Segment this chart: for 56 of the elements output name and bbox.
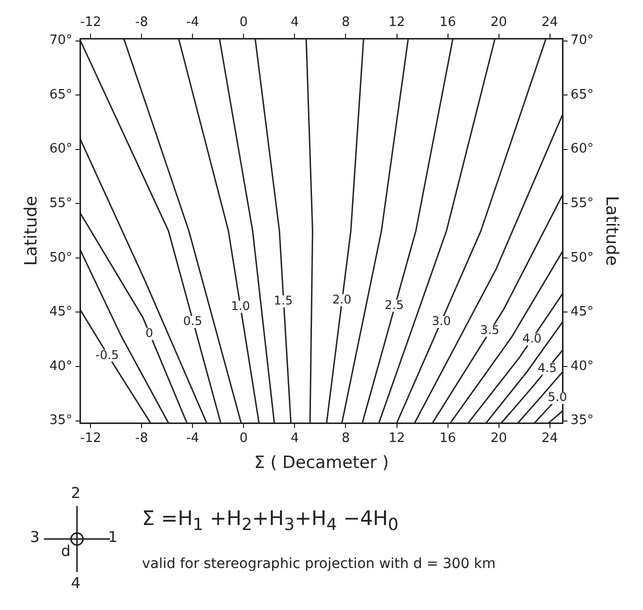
text: 3 — [284, 515, 295, 534]
cross-diagram: 2 3 1 4 d — [29, 484, 118, 594]
annotation: 0.5 — [183, 314, 202, 328]
x-tick-label: 16 — [439, 431, 456, 446]
x-axis-title: Σ ( Decameter ) — [254, 453, 389, 474]
x-tick-label: -12 — [80, 431, 102, 446]
x-tick-label: 24 — [542, 431, 558, 446]
x2-tick-label: 24 — [542, 15, 558, 30]
y-tick-label: 50° — [49, 250, 72, 266]
y2-tick-label: 45° — [570, 304, 594, 320]
x2-tick-label: -4 — [186, 15, 200, 30]
y2-tick-label: 50° — [570, 250, 594, 266]
text: valid for stereographic projection with d = 300 km — [142, 556, 496, 572]
y-axis-title: Latitude — [22, 196, 42, 266]
x2-tick-label: -8 — [135, 15, 148, 30]
y2-tick-label: 55° — [570, 196, 594, 212]
x2-tick-label: 16 — [439, 15, 456, 30]
x-tick-label: -4 — [186, 431, 200, 446]
x-tick-label: 12 — [388, 431, 406, 446]
y-tick-label: 60° — [49, 142, 72, 157]
annotation: 4.5 — [538, 360, 557, 375]
x2-tick-label: 8 — [342, 15, 350, 30]
annotation: -0.5 — [96, 348, 119, 362]
y2-tick-label: 40° — [570, 358, 594, 374]
y2-tick-label: 60° — [570, 142, 594, 157]
x-tick-label: 0 — [240, 431, 248, 446]
y-tick-label: 65° — [49, 87, 72, 102]
annotation: 4.0 — [522, 332, 542, 346]
y-tick-label: 45° — [49, 304, 72, 320]
annotation: 1.0 — [230, 298, 250, 313]
y-tick-label: 35° — [49, 413, 72, 428]
annotation: 3.5 — [480, 322, 500, 337]
y2-tick-label: 35° — [570, 413, 594, 428]
x-tick-label: -8 — [135, 431, 148, 446]
annotation: 2.0 — [332, 292, 352, 306]
y-tick-label: 40° — [49, 358, 72, 374]
y2-tick-label: 70° — [570, 33, 594, 48]
text: 4 — [326, 515, 337, 534]
x2-tick-label: 20 — [490, 15, 508, 30]
x-tick-label: 8 — [342, 431, 350, 446]
x-tick-label: 20 — [490, 431, 508, 446]
x2-tick-label: 12 — [388, 15, 406, 30]
y2-axis-title: Latitude — [601, 196, 622, 266]
x2-tick-label: 4 — [290, 15, 299, 30]
y-tick-label: 70° — [49, 33, 72, 48]
annotation: 2.5 — [384, 298, 404, 312]
annotation: 5.0 — [548, 390, 568, 404]
annotation: 3.0 — [432, 314, 451, 328]
y-tick-label: 55° — [49, 196, 72, 212]
y2-tick-label: 65° — [570, 87, 594, 102]
annotation: 0 — [145, 326, 154, 340]
x2-tick-label: -12 — [80, 15, 102, 30]
x2-tick-label: 0 — [240, 15, 248, 30]
x-tick-label: 4 — [290, 431, 299, 446]
annotation: 1.5 — [274, 294, 293, 308]
text: 1 — [192, 515, 204, 534]
